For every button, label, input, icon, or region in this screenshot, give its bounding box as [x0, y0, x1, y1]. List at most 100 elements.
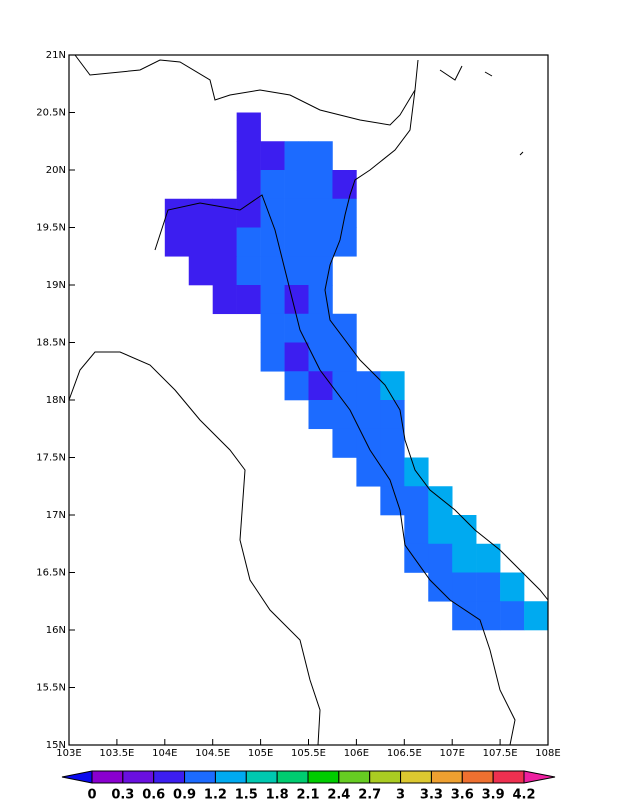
grid-cell — [284, 141, 309, 171]
y-tick-label: 15.5N — [36, 683, 66, 694]
colorbar-box — [307, 770, 340, 784]
grid-cell — [308, 371, 333, 401]
colorbar-label: 0.3 — [111, 788, 134, 800]
grid-cell — [284, 227, 309, 257]
colorbar-box — [184, 770, 216, 784]
grid-cell — [236, 227, 261, 257]
grid-cell — [308, 313, 333, 343]
grid-cell — [308, 227, 333, 257]
grid-cell — [236, 256, 261, 286]
grid-cell — [524, 601, 549, 631]
grid-cell — [332, 227, 357, 257]
colorbar-label: 0 — [87, 788, 96, 800]
grid-cell — [308, 285, 333, 315]
x-tick-label: 105.5E — [291, 748, 326, 759]
grid-cell — [452, 543, 477, 573]
colorbar-label: 2.1 — [296, 788, 319, 800]
border — [68, 351, 321, 746]
colorbar-over — [523, 770, 556, 784]
x-tick-label: 106.5E — [387, 748, 422, 759]
y-tick-label: 18N — [46, 395, 66, 406]
axes: 103E 103.5E 104E 104.5E 105E 105.5E 106E 106.5E… — [36, 50, 560, 759]
colorbar: 0 0.3 0.6 0.9 1.2 1.5 1.8 2.1 2.4 2.7 3 3.3 3.6 3.9 4.… — [61, 770, 556, 800]
grid-cell — [212, 198, 237, 228]
colorbar-label: 3.6 — [451, 788, 474, 800]
grid-cell — [380, 486, 405, 516]
y-tick-label: 21N — [46, 50, 66, 61]
grid-cell — [404, 543, 429, 573]
y-tick-label: 15N — [46, 740, 66, 751]
y-tick-label: 16.5N — [36, 568, 66, 579]
grid-cell — [212, 227, 237, 257]
grid-cell — [260, 141, 285, 171]
grid-cell — [452, 601, 477, 631]
y-tick-label: 16N — [46, 625, 66, 636]
grid-cell — [332, 342, 357, 372]
y-tick-label: 17.5N — [36, 453, 66, 464]
grid-cell — [260, 313, 285, 343]
y-tick-label: 20N — [46, 165, 66, 176]
cell-layer — [164, 112, 549, 631]
y-tick-label: 19.5N — [36, 223, 66, 234]
grid-cell — [428, 486, 453, 516]
grid-cell — [260, 285, 285, 315]
coastline — [324, 59, 549, 601]
colorbar-label: 1.8 — [266, 788, 289, 800]
colorbar-label: 0.9 — [173, 788, 196, 800]
grid-cell — [332, 400, 357, 430]
border — [154, 194, 516, 746]
x-tick-label: 103E — [56, 748, 81, 759]
x-tick-label: 104E — [152, 748, 177, 759]
grid-cell — [428, 572, 453, 602]
grid-cell — [356, 428, 381, 458]
grid-cell — [428, 515, 453, 545]
grid-cell — [380, 428, 405, 458]
grid-cell — [164, 198, 190, 228]
y-tick-label: 19N — [46, 280, 66, 291]
grid-cell — [284, 198, 309, 228]
y-tick-label: 18.5N — [36, 338, 66, 349]
colorbar-label: 1.2 — [204, 788, 227, 800]
grid-cell — [332, 428, 357, 458]
grid-cell — [332, 170, 357, 200]
colorbar-box — [492, 770, 525, 784]
grid-cell — [236, 285, 261, 315]
x-tick-label: 107E — [439, 748, 464, 759]
y-tick-label: 17N — [46, 510, 66, 521]
grid-cell — [260, 256, 285, 286]
colorbar-box — [430, 770, 463, 784]
colorbar-box — [245, 770, 278, 784]
x-tick-label: 104.5E — [195, 748, 230, 759]
colorbar-label: 0.6 — [142, 788, 165, 800]
colorbar-label: 2.7 — [358, 788, 381, 800]
colorbar-label: 1.5 — [235, 788, 258, 800]
grid-cell — [452, 572, 477, 602]
y-tick-label: 20.5N — [36, 108, 66, 119]
grid-cell — [188, 227, 213, 257]
grid-cell — [212, 285, 237, 315]
grid-cell — [260, 227, 285, 257]
grid-cell — [188, 256, 213, 286]
colorbar-box — [214, 770, 247, 784]
grid-cell — [356, 400, 381, 430]
colorbar-box — [338, 770, 371, 784]
grid-cell — [260, 170, 285, 200]
grid-cell — [476, 572, 501, 602]
grid-cell — [332, 198, 357, 228]
colorbar-label: 2.4 — [327, 788, 350, 800]
grid-cell — [236, 112, 261, 142]
grid-cell — [380, 371, 405, 401]
x-tick-label: 103.5E — [99, 748, 134, 759]
x-tick-label: 106E — [344, 748, 369, 759]
island — [439, 65, 524, 156]
grid-cell — [500, 601, 525, 631]
colorbar-under — [61, 770, 93, 784]
colorbar-box — [122, 770, 155, 784]
grid-cell — [308, 198, 333, 228]
grid-cell — [236, 170, 261, 200]
colorbar-box — [400, 770, 432, 784]
grid-cell — [404, 515, 429, 545]
x-tick-label: 105E — [248, 748, 273, 759]
grid-cell — [284, 256, 309, 286]
